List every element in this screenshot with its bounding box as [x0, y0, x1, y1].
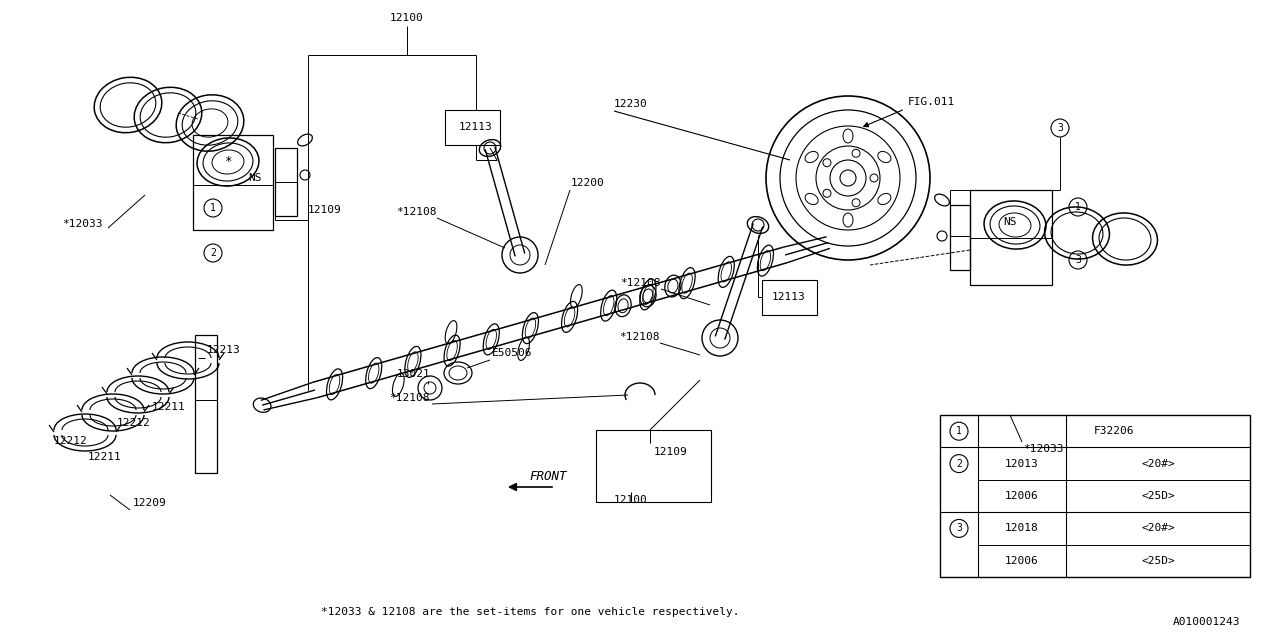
- Text: *12108: *12108: [621, 278, 660, 288]
- Text: 12013: 12013: [1005, 459, 1039, 468]
- Text: *12033: *12033: [61, 219, 102, 229]
- Text: <20#>: <20#>: [1142, 459, 1175, 468]
- Text: 12200: 12200: [571, 178, 604, 188]
- Text: *: *: [224, 156, 232, 168]
- Text: 3: 3: [1075, 255, 1080, 265]
- Text: 1: 1: [210, 203, 216, 213]
- Text: F32206: F32206: [1093, 426, 1134, 436]
- Bar: [193, 135, 273, 230]
- Bar: [762, 280, 817, 315]
- Text: 2: 2: [956, 459, 963, 468]
- Bar: [950, 205, 970, 270]
- Text: 3: 3: [1057, 123, 1062, 133]
- Text: 12113: 12113: [460, 122, 493, 132]
- Bar: [970, 190, 1052, 285]
- Text: NS: NS: [248, 173, 261, 183]
- Text: FRONT: FRONT: [529, 470, 567, 483]
- Text: *12033 & 12108 are the set-items for one vehicle respectively.: *12033 & 12108 are the set-items for one…: [321, 607, 740, 617]
- Text: 12018: 12018: [1005, 524, 1039, 533]
- Text: 12109: 12109: [654, 447, 687, 457]
- Text: 1: 1: [1075, 202, 1080, 212]
- Text: *12108: *12108: [389, 393, 430, 403]
- Text: NS: NS: [1004, 217, 1016, 227]
- Bar: [275, 148, 297, 216]
- Bar: [445, 110, 500, 145]
- Text: 12230: 12230: [614, 99, 648, 109]
- Text: 12209: 12209: [133, 498, 166, 508]
- Text: 2: 2: [210, 248, 216, 258]
- Text: *12033: *12033: [1023, 444, 1064, 454]
- Text: 12212: 12212: [116, 418, 151, 428]
- Bar: [195, 335, 218, 473]
- Text: 12212: 12212: [54, 436, 88, 446]
- Text: A010001243: A010001243: [1172, 617, 1240, 627]
- Text: <20#>: <20#>: [1142, 524, 1175, 533]
- Text: 12211: 12211: [88, 452, 122, 462]
- Text: 12211: 12211: [152, 402, 186, 412]
- Bar: [940, 415, 1251, 577]
- Text: *12108: *12108: [620, 332, 660, 342]
- Text: 13021: 13021: [397, 369, 430, 379]
- Text: FIG.011: FIG.011: [908, 97, 955, 107]
- Text: 12100: 12100: [390, 13, 424, 23]
- Text: 3: 3: [956, 524, 963, 533]
- Text: <25D>: <25D>: [1142, 556, 1175, 566]
- Text: E50506: E50506: [492, 348, 532, 358]
- Text: 12213: 12213: [207, 345, 241, 355]
- Text: <25D>: <25D>: [1142, 491, 1175, 501]
- Text: 12100: 12100: [614, 495, 648, 505]
- Text: 12109: 12109: [308, 205, 342, 215]
- Text: 1: 1: [956, 426, 963, 436]
- Text: 12006: 12006: [1005, 556, 1039, 566]
- Bar: [596, 430, 710, 502]
- Text: 12006: 12006: [1005, 491, 1039, 501]
- Text: *12108: *12108: [397, 207, 436, 217]
- Text: 12113: 12113: [772, 292, 806, 302]
